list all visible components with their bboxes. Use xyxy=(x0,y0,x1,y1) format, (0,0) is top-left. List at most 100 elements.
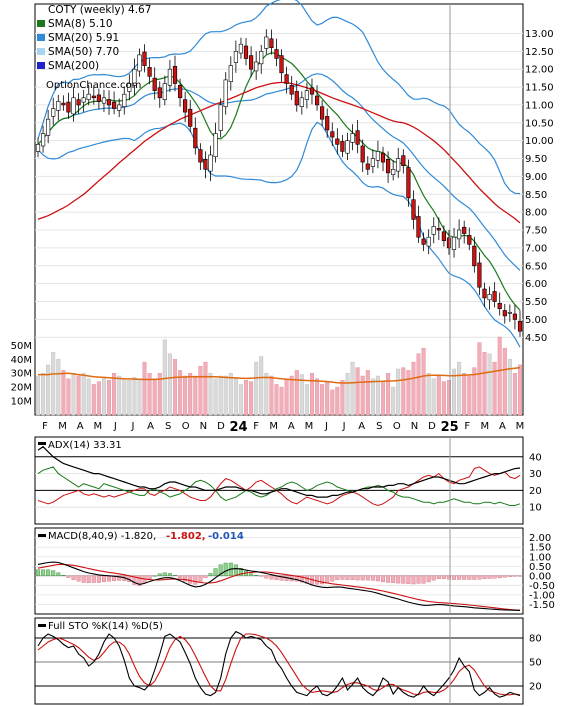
candle-body xyxy=(71,97,76,115)
macd-hist-value: -0.014 xyxy=(208,531,244,542)
volume-bar xyxy=(122,378,127,416)
month-tick-label: O xyxy=(393,421,401,432)
macd-histogram-bar xyxy=(375,575,380,582)
price-candle xyxy=(482,282,487,307)
candle-body xyxy=(178,85,183,99)
macd-histogram-bar xyxy=(46,569,51,577)
volume-bar xyxy=(320,384,325,416)
price-candle xyxy=(487,286,492,310)
price-candle xyxy=(112,91,117,115)
price-candle xyxy=(472,236,477,273)
adx-axis-ticks: 40 30 20 10 xyxy=(529,452,542,513)
price-candle xyxy=(385,151,391,183)
macd-histogram-bar xyxy=(137,575,142,587)
volume-bar xyxy=(340,380,345,416)
price-candle xyxy=(259,44,264,74)
macd-tick-label: 1.50 xyxy=(529,543,551,554)
legend-swatch-sma20 xyxy=(37,34,45,41)
macd-histogram-bar xyxy=(401,575,406,584)
month-tick-label: F xyxy=(464,421,470,432)
volume-bar xyxy=(325,381,330,416)
legend-sma200: SMA(200) xyxy=(37,60,99,72)
price-candle xyxy=(441,225,447,247)
macd-histogram-bar xyxy=(264,575,269,579)
candle-body xyxy=(314,95,320,106)
macd-histogram-bar xyxy=(360,575,365,581)
macd-tick-label: 1.00 xyxy=(529,552,551,563)
macd-histogram-bar xyxy=(457,575,462,580)
month-tick-label: S xyxy=(376,421,382,432)
candle-body xyxy=(335,138,340,145)
candle-body xyxy=(193,127,198,149)
volume-bar xyxy=(330,389,335,416)
macd-histogram-bar xyxy=(315,575,320,585)
legend-sma50: SMA(50) 7.70 xyxy=(37,46,119,58)
price-candle xyxy=(238,37,244,59)
macd-histogram-bar xyxy=(411,575,416,585)
candle-body xyxy=(345,140,350,154)
macd-histogram-bar xyxy=(233,564,238,576)
volume-bar xyxy=(365,370,370,416)
price-candle xyxy=(507,304,513,322)
volume-bar xyxy=(264,373,269,416)
volume-bar xyxy=(117,375,122,416)
macd-histogram-bar xyxy=(416,575,421,584)
macd-histogram-bar xyxy=(512,575,517,577)
candle-body xyxy=(112,101,117,109)
price-candle xyxy=(431,217,436,244)
month-tick-label: A xyxy=(358,421,365,432)
price-candle xyxy=(462,220,467,244)
volume-bar xyxy=(436,375,441,416)
price-candle xyxy=(122,86,127,115)
macd-histogram-bar xyxy=(167,573,172,577)
price-candle xyxy=(492,282,497,308)
price-candle xyxy=(269,29,274,55)
macd-histogram-bar xyxy=(218,564,223,576)
macd-tick-label: -1.50 xyxy=(529,600,555,611)
candle-body xyxy=(441,231,447,242)
macd-histogram-bar xyxy=(406,575,411,584)
sto-title: Full STO %K(14) %D(5) xyxy=(48,621,163,632)
di-plus-line xyxy=(37,466,521,507)
candle-body xyxy=(487,294,492,301)
macd-histogram-bar xyxy=(117,575,122,581)
price-tick-label: 6.00 xyxy=(525,279,547,290)
macd-histogram-bar xyxy=(259,575,264,577)
macd-histogram-bar xyxy=(96,575,101,583)
volume-tick-label: 30M xyxy=(11,369,32,380)
macd-title: MACD(8,40,9) -1.820, xyxy=(48,531,156,542)
macd-histogram-bar xyxy=(152,575,157,577)
macd-histogram-bar xyxy=(193,575,198,585)
price-candle xyxy=(233,40,239,73)
candle-body xyxy=(375,151,381,161)
sto-k-line xyxy=(37,630,521,698)
volume-bar xyxy=(502,347,507,416)
legend-label-sma8: SMA(8) 5.10 xyxy=(48,18,113,30)
volume-bar xyxy=(76,375,81,416)
macd-tick-label: 0.00 xyxy=(529,571,551,582)
adx-gridlines xyxy=(35,456,523,508)
price-candle xyxy=(416,205,421,243)
macd-histogram-bar xyxy=(254,575,259,577)
macd-histogram-bar xyxy=(462,575,467,580)
price-candle xyxy=(35,137,41,158)
candle-body xyxy=(122,93,127,107)
macd-histogram-bar xyxy=(441,575,446,579)
month-tick-label: 25 xyxy=(441,420,459,435)
adx-tick-label: 40 xyxy=(529,452,542,463)
macd-histogram-bar xyxy=(56,572,61,576)
month-tick-label: D xyxy=(217,421,225,432)
volume-bar xyxy=(441,381,446,416)
price-tick-label: 11.50 xyxy=(525,83,554,94)
macd-histogram-bar xyxy=(330,575,335,582)
candle-body xyxy=(294,91,299,106)
candle-body xyxy=(40,133,46,147)
macd-histogram-bar xyxy=(386,575,391,583)
candle-body xyxy=(370,158,376,167)
price-candle xyxy=(274,38,279,67)
macd-histogram-bar xyxy=(188,575,193,584)
price-candle xyxy=(208,145,213,182)
candle-body xyxy=(228,65,233,82)
volume-bar xyxy=(507,359,512,416)
price-axis-ticks: 13.00 12.50 12.00 11.50 11.00 10.50 10.00 9.50 9… xyxy=(525,29,554,344)
